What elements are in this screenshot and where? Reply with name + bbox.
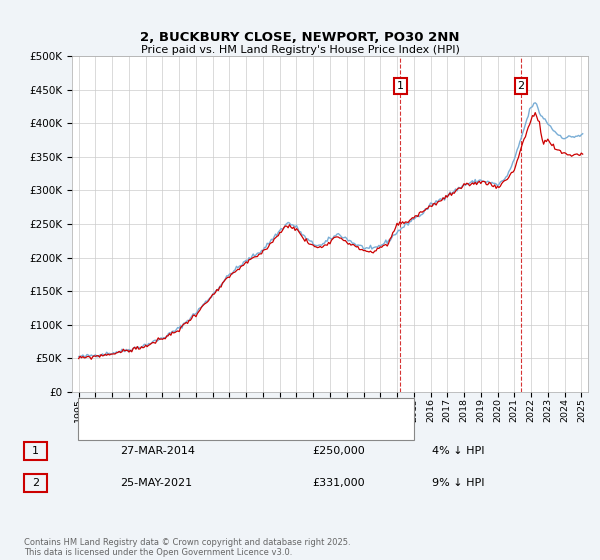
Text: 2: 2 bbox=[32, 478, 39, 488]
Text: 4% ↓ HPI: 4% ↓ HPI bbox=[432, 446, 485, 456]
Text: 27-MAR-2014: 27-MAR-2014 bbox=[120, 446, 195, 456]
Text: 1: 1 bbox=[32, 446, 39, 456]
Text: 2: 2 bbox=[517, 81, 524, 91]
Text: 9% ↓ HPI: 9% ↓ HPI bbox=[432, 478, 485, 488]
Text: Price paid vs. HM Land Registry's House Price Index (HPI): Price paid vs. HM Land Registry's House … bbox=[140, 45, 460, 55]
Text: 2, BUCKBURY CLOSE, NEWPORT, PO30 2NN: 2, BUCKBURY CLOSE, NEWPORT, PO30 2NN bbox=[140, 31, 460, 44]
Text: £331,000: £331,000 bbox=[312, 478, 365, 488]
Text: 2, BUCKBURY CLOSE, NEWPORT, PO30 2NN (detached house): 2, BUCKBURY CLOSE, NEWPORT, PO30 2NN (de… bbox=[117, 405, 393, 414]
Text: HPI: Average price, detached house, Isle of Wight: HPI: Average price, detached house, Isle… bbox=[117, 423, 341, 432]
Text: £250,000: £250,000 bbox=[312, 446, 365, 456]
Text: 25-MAY-2021: 25-MAY-2021 bbox=[120, 478, 192, 488]
Text: Contains HM Land Registry data © Crown copyright and database right 2025.
This d: Contains HM Land Registry data © Crown c… bbox=[24, 538, 350, 557]
Text: 1: 1 bbox=[397, 81, 404, 91]
